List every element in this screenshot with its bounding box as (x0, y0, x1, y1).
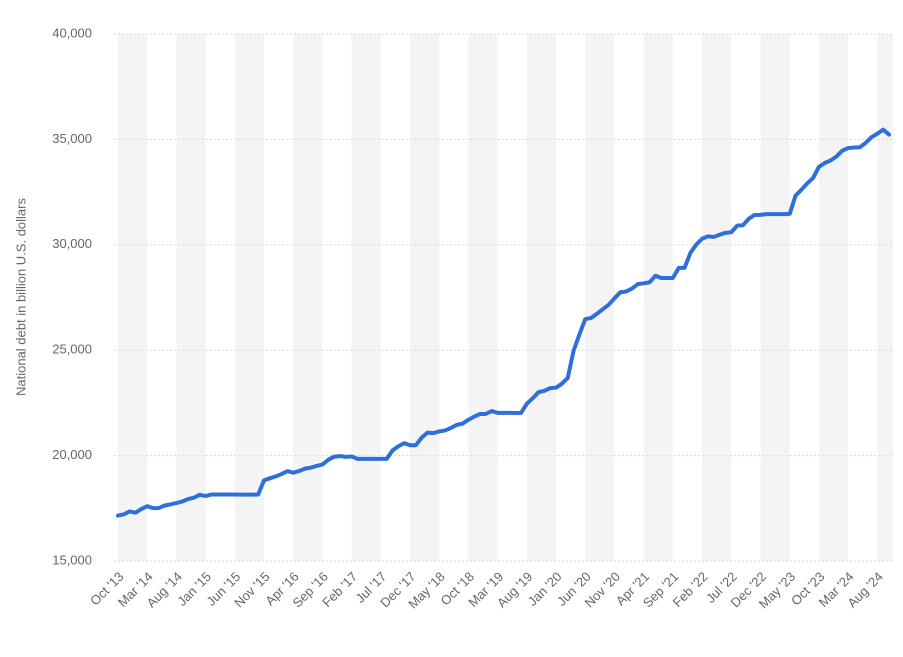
background-band (468, 34, 498, 561)
background-band (176, 34, 206, 561)
y-tick-label: 15,000 (52, 552, 92, 567)
y-tick-label: 35,000 (52, 131, 92, 146)
background-band (760, 34, 790, 561)
background-band (118, 34, 148, 561)
y-axis-label: National debt in billion U.S. dollars (13, 198, 28, 396)
y-tick-label: 30,000 (52, 236, 92, 251)
background-band (234, 34, 265, 561)
line (116, 127, 891, 518)
background-band (585, 34, 615, 561)
background-band (351, 34, 381, 561)
background-band (643, 34, 673, 561)
y-tick-label: 25,000 (52, 342, 92, 357)
y-tick-label: 40,000 (52, 25, 92, 40)
background-band (818, 34, 849, 561)
y-tick-label: 20,000 (52, 447, 92, 462)
background-band (293, 34, 323, 561)
background-band (702, 34, 732, 561)
background-band (877, 34, 893, 561)
background-band (526, 34, 557, 561)
background-band (410, 34, 440, 561)
